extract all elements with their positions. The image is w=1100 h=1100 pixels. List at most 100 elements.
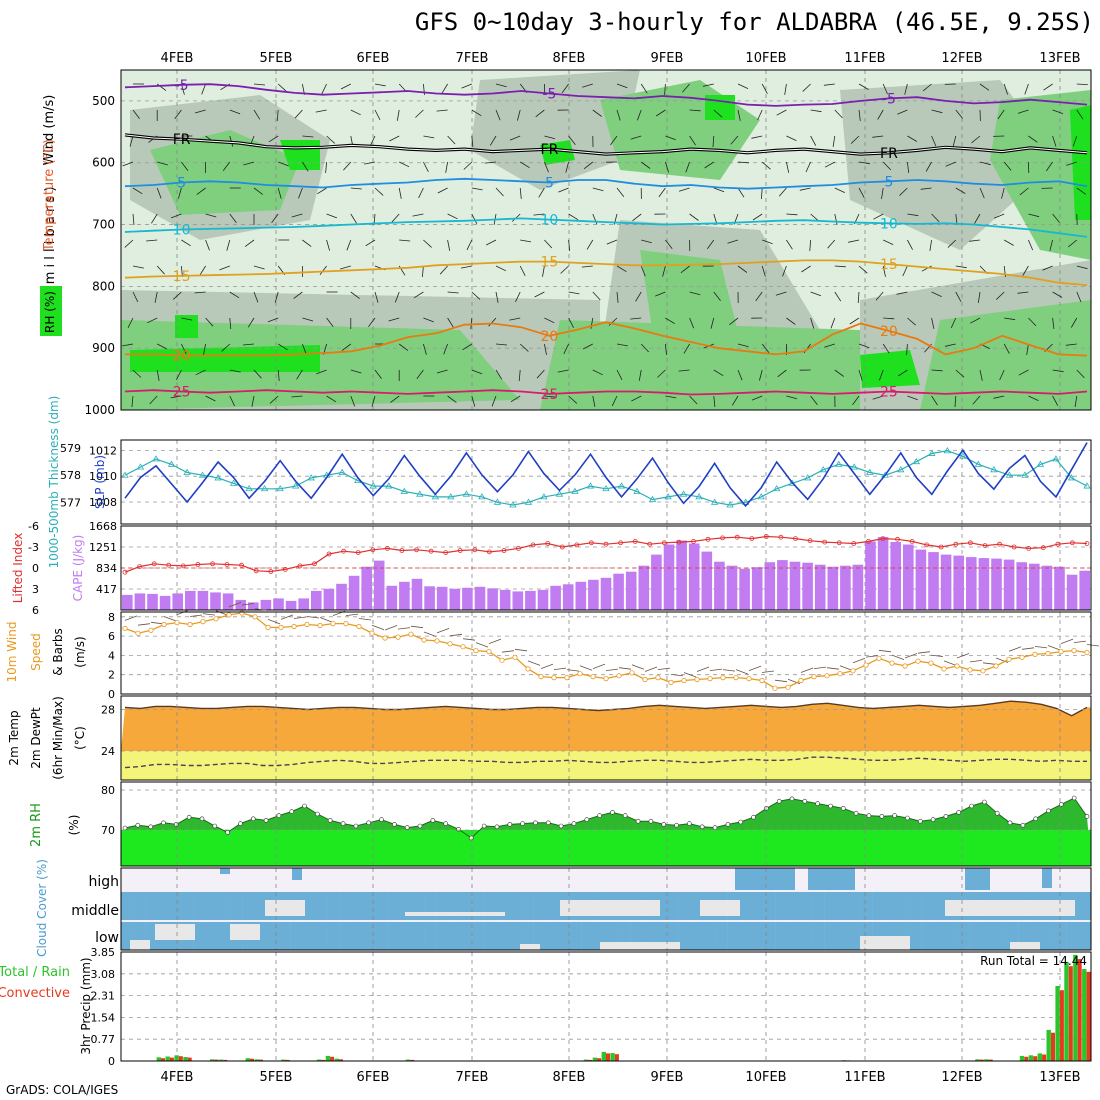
cloud-bar-middle [836,892,849,920]
cape-bar [991,558,1002,610]
lifted-point [151,561,157,567]
wind-barb [181,83,185,95]
wind-barb [881,187,884,199]
wind-barb [462,343,473,351]
wind-barb [350,291,360,299]
wind-barb [253,369,262,379]
cape-bar [462,587,473,610]
rh-point [468,835,474,841]
isotherm-label: 20 [173,349,191,365]
cloud-bar-middle [763,892,776,920]
wind-barb [181,239,191,247]
cloud-bar-low [1054,922,1067,950]
temperature-line [124,700,1088,717]
rh-point [712,825,718,830]
wind-barb [391,213,400,223]
cape-bar [386,585,398,610]
surface-wind-barb [995,657,1009,663]
wind-barb [922,83,932,92]
thickness-point [291,482,300,489]
precip-total-bar [254,1059,259,1061]
thickness-point [307,474,315,481]
rh-point [302,803,307,809]
rh-shading [470,70,640,190]
wind-barb [319,265,327,276]
wind-speed-point [239,610,245,616]
isotherm-label: 25 [880,384,898,400]
wind-barb [196,187,206,195]
wind-barb [616,369,623,380]
rh-point [545,820,551,826]
precip-total-bar [1055,986,1060,1061]
lifted-point [822,539,827,545]
wind-barb [713,109,723,118]
wind-barb [534,291,545,298]
cloud-bar-low [327,922,340,950]
thickness-point [152,455,160,462]
thickness-point [726,501,734,508]
cloud-bar-low [751,922,764,950]
wind-barb [326,317,334,328]
wind-barb [350,109,361,116]
surface-wind-barb [579,665,593,671]
cloud-bar-middle [315,892,328,920]
wind-barb [786,239,793,250]
cape-bar [903,544,914,610]
wind-barb [883,239,894,245]
surface-wind-barb [306,616,320,619]
cape-bar [260,599,272,610]
wind-barb [157,343,168,350]
rh-point [199,816,205,822]
lifted-point [224,562,230,567]
wind-barb [1076,291,1082,303]
cloud-gap-low [860,936,910,950]
rh-point [417,823,423,829]
wind-speed-point [863,662,869,668]
rh-point [610,810,615,815]
lifted-point [676,539,682,545]
wind-barb [606,239,618,245]
rh-point [289,809,295,814]
cape-bar [600,577,612,610]
lifted-point [880,536,886,541]
precip-total-bar [610,1053,615,1061]
precip-convective-bar [979,1059,984,1061]
wind-barb [423,239,432,248]
wind-speed-point [746,675,752,682]
thickness-point [493,498,502,505]
wind-axis-label-3: & Barbs [51,628,65,676]
date-label-bottom: 7FEB [456,1070,489,1085]
thickness-series-line [124,450,1088,506]
lifted-point [180,563,186,569]
wind-speed-point [941,666,947,672]
wind-tick-label: 2 [108,669,115,682]
wind-barb [972,395,981,405]
wind-barb [495,83,507,88]
wind-barb [786,213,798,216]
cape-bar [613,573,624,610]
rh-axis-label: 2m RH [29,803,44,847]
date-label-bottom: 12FEB [941,1070,982,1085]
precip-convective-bar [597,1058,602,1061]
wind-barb [374,369,382,380]
cape-bar [877,537,889,610]
wind-barb [568,291,580,295]
wind-barb [447,213,458,220]
wind-barb [181,161,189,172]
wind-barb [1028,317,1037,327]
wind-barb [253,187,264,195]
wind-barb [398,343,409,351]
wind-barb [495,369,503,380]
wind-speed-point [187,621,193,628]
wind-barb [1076,265,1088,270]
wind-barb [712,135,715,148]
surface-wind-barb [371,624,385,631]
wind-barb [326,239,330,251]
pressure-tick-label: 600 [92,156,115,170]
cape-bar [663,544,675,610]
wind-barb [729,317,739,326]
wind-barb [205,239,210,251]
wind-barb [632,213,642,222]
cloud-bar-low [739,922,752,950]
cloud-bar-middle [775,892,789,920]
